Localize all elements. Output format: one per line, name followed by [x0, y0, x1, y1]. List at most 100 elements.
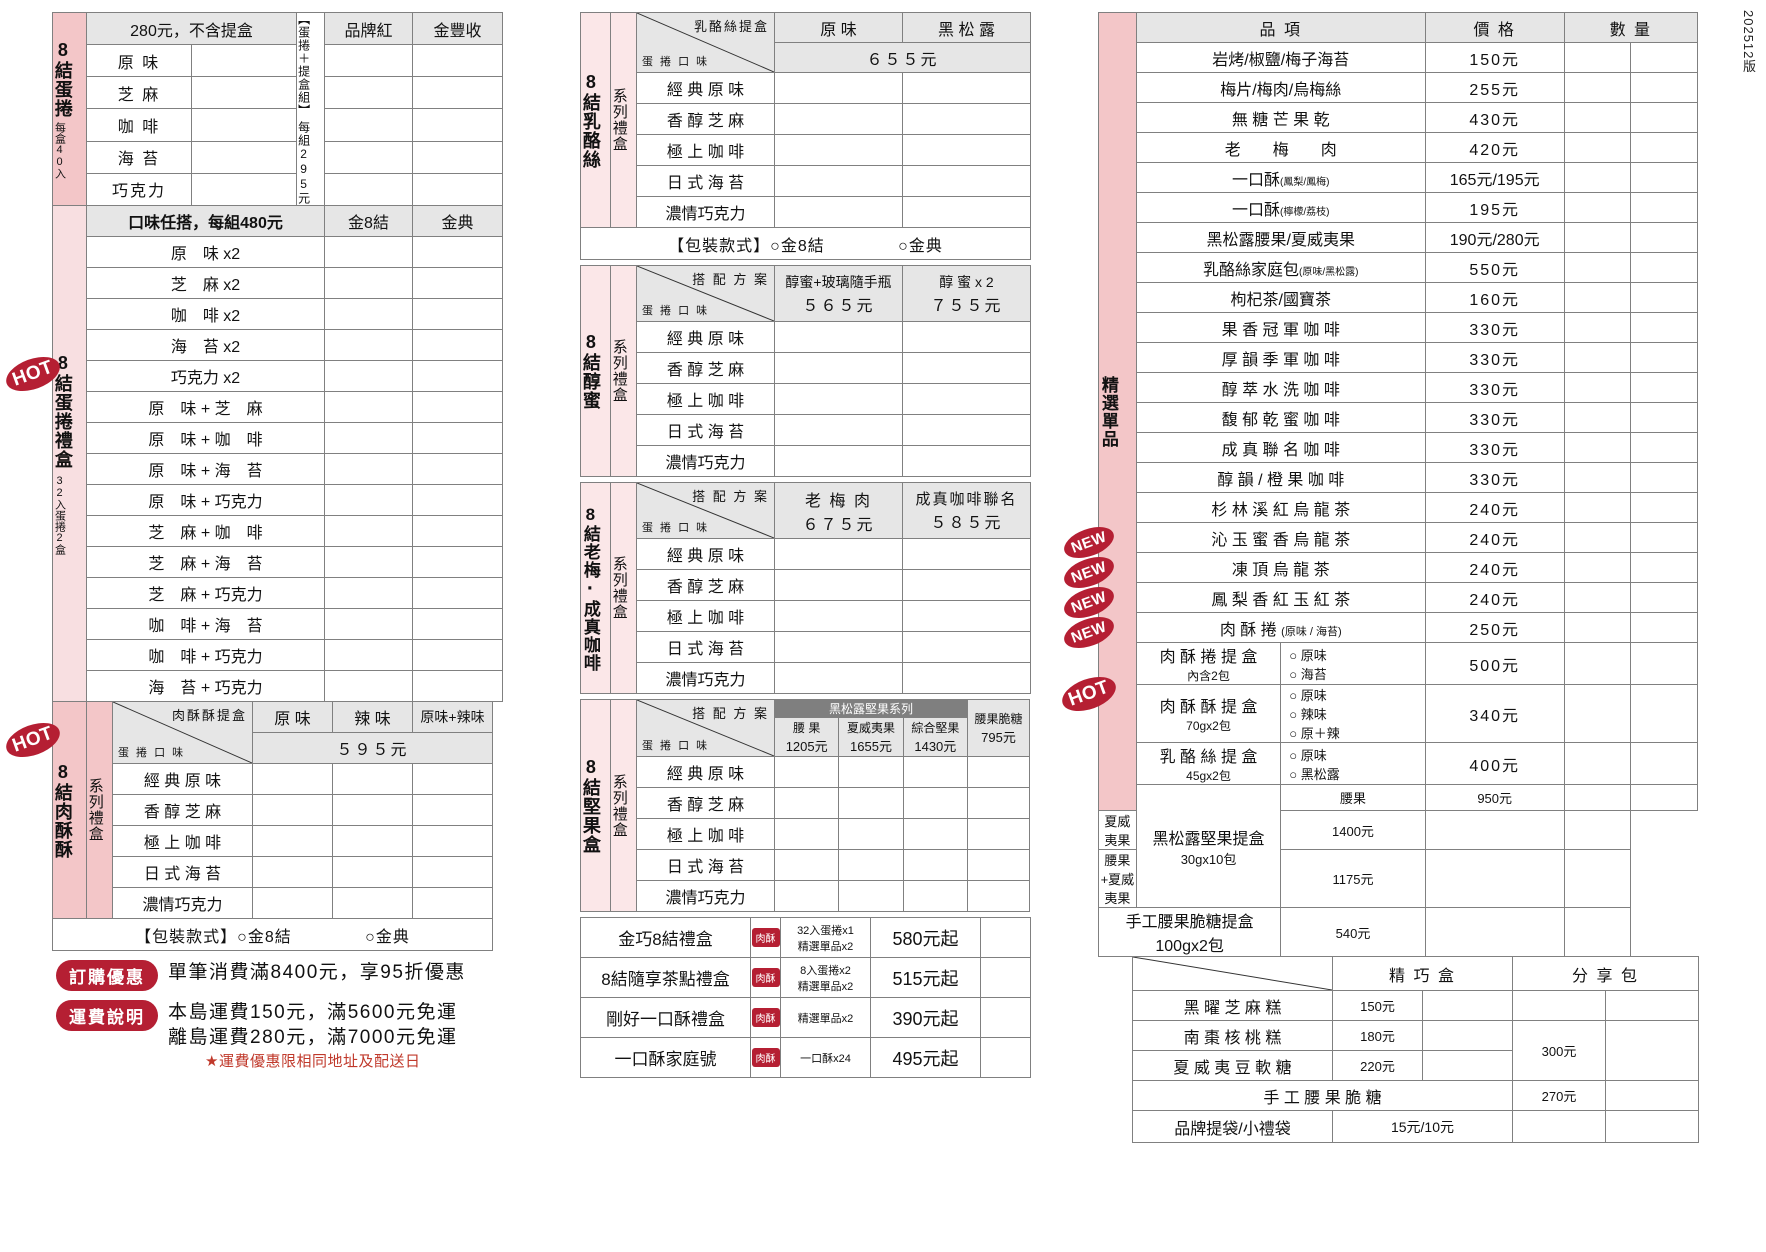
qty-cell[interactable] — [1563, 492, 1632, 523]
qty-cell[interactable] — [1630, 42, 1698, 73]
qty-cell[interactable] — [324, 515, 413, 547]
qty-cell[interactable] — [191, 140, 297, 174]
qty-cell[interactable] — [324, 577, 413, 609]
qty-cell[interactable] — [252, 856, 333, 888]
qty-cell[interactable] — [412, 670, 503, 702]
qty-cell[interactable] — [1630, 282, 1698, 313]
qty-cell[interactable] — [902, 134, 1031, 166]
qty-cell[interactable] — [838, 880, 904, 912]
qty-cell[interactable] — [774, 321, 903, 353]
qty-cell[interactable] — [1424, 907, 1565, 957]
qty-cell[interactable] — [191, 172, 297, 207]
qty-cell[interactable] — [1630, 342, 1698, 373]
qty-cell[interactable] — [1630, 252, 1698, 283]
qty-cell[interactable] — [1563, 612, 1632, 643]
qty-cell[interactable] — [1630, 742, 1698, 785]
qty-cell[interactable] — [774, 165, 903, 197]
qty-cell[interactable] — [902, 414, 1031, 446]
qty-cell[interactable] — [1563, 372, 1632, 403]
qty-cell[interactable] — [1563, 282, 1632, 313]
qty-cell[interactable] — [324, 453, 413, 485]
qty-cell[interactable] — [1630, 784, 1698, 811]
qty-cell[interactable] — [838, 756, 904, 788]
qty-cell[interactable] — [838, 849, 904, 881]
qty-cell[interactable] — [773, 787, 840, 819]
qty-cell[interactable] — [902, 787, 969, 819]
item-options[interactable]: ○ 原味 ○ 黑松露 — [1280, 742, 1426, 785]
qty-cell[interactable] — [980, 917, 1031, 958]
qty-cell[interactable] — [1563, 72, 1632, 103]
qty-cell[interactable] — [902, 445, 1031, 477]
nutbox-option[interactable]: 腰果 — [1280, 784, 1426, 811]
qty-cell[interactable] — [1605, 1080, 1699, 1111]
qty-cell[interactable] — [774, 196, 903, 228]
qty-cell[interactable] — [1630, 372, 1698, 403]
qty-cell[interactable] — [902, 880, 969, 912]
qty-cell[interactable] — [1563, 342, 1632, 373]
qty-cell[interactable] — [1563, 582, 1632, 613]
qty-cell[interactable] — [980, 997, 1031, 1038]
qty-cell[interactable] — [324, 546, 413, 578]
qty-cell[interactable] — [332, 887, 413, 919]
qty-cell[interactable] — [774, 134, 903, 166]
qty-cell[interactable] — [1422, 1020, 1513, 1051]
qty-cell[interactable] — [252, 825, 333, 857]
qty-cell[interactable] — [324, 639, 413, 671]
qty-cell[interactable] — [774, 445, 903, 477]
qty-cell[interactable] — [324, 608, 413, 640]
qty-cell[interactable] — [1630, 402, 1698, 433]
qty-cell[interactable] — [412, 825, 493, 857]
qty-cell[interactable] — [902, 756, 969, 788]
qty-cell[interactable] — [1563, 642, 1632, 685]
qty-cell[interactable] — [967, 880, 1030, 912]
qty-cell[interactable] — [1630, 642, 1698, 685]
qty-cell[interactable] — [967, 756, 1030, 788]
qty-cell[interactable] — [1630, 162, 1698, 193]
qty-cell[interactable] — [902, 600, 1031, 632]
qty-cell[interactable] — [412, 76, 503, 110]
qty-cell[interactable] — [1630, 72, 1698, 103]
qty-cell[interactable] — [324, 140, 413, 174]
qty-cell[interactable] — [332, 763, 413, 795]
qty-cell[interactable] — [412, 108, 503, 142]
nutbox-option[interactable]: 夏威夷果 — [1098, 810, 1137, 850]
qty-cell[interactable] — [191, 44, 297, 78]
qty-cell[interactable] — [1563, 907, 1632, 957]
nutbox-option[interactable]: 腰果+夏威夷果 — [1098, 849, 1137, 908]
qty-cell[interactable] — [902, 631, 1031, 663]
qty-cell[interactable] — [902, 196, 1031, 228]
qty-cell[interactable] — [902, 72, 1031, 104]
qty-cell[interactable] — [252, 794, 333, 826]
qty-cell[interactable] — [1630, 192, 1698, 223]
qty-cell[interactable] — [1422, 990, 1513, 1021]
qty-cell[interactable] — [412, 329, 503, 361]
qty-cell[interactable] — [774, 72, 903, 104]
qty-cell[interactable] — [412, 763, 493, 795]
qty-cell[interactable] — [774, 631, 903, 663]
qty-cell[interactable] — [980, 957, 1031, 998]
qty-cell[interactable] — [252, 887, 333, 919]
qty-cell[interactable] — [412, 44, 503, 78]
qty-cell[interactable] — [324, 422, 413, 454]
qty-cell[interactable] — [1563, 810, 1632, 850]
qty-cell[interactable] — [1424, 849, 1565, 908]
qty-cell[interactable] — [412, 453, 503, 485]
qty-cell[interactable] — [1563, 252, 1632, 283]
qty-cell[interactable] — [980, 1037, 1031, 1078]
qty-cell[interactable] — [1630, 522, 1698, 553]
qty-cell[interactable] — [412, 140, 503, 174]
qty-cell[interactable] — [1630, 222, 1698, 253]
qty-cell[interactable] — [332, 825, 413, 857]
qty-cell[interactable] — [1563, 192, 1632, 223]
qty-cell[interactable] — [902, 818, 969, 850]
cheese-package-line[interactable]: 【包裝款式】○金8結 ○金典 — [580, 227, 1031, 260]
qty-cell[interactable] — [1563, 742, 1632, 785]
qty-cell[interactable] — [1605, 1020, 1699, 1081]
qty-cell[interactable] — [324, 391, 413, 423]
qty-cell[interactable] — [324, 236, 413, 268]
qty-cell[interactable] — [412, 794, 493, 826]
qty-cell[interactable] — [902, 165, 1031, 197]
qty-cell[interactable] — [412, 546, 503, 578]
qty-cell[interactable] — [774, 352, 903, 384]
qty-cell[interactable] — [1563, 552, 1632, 583]
